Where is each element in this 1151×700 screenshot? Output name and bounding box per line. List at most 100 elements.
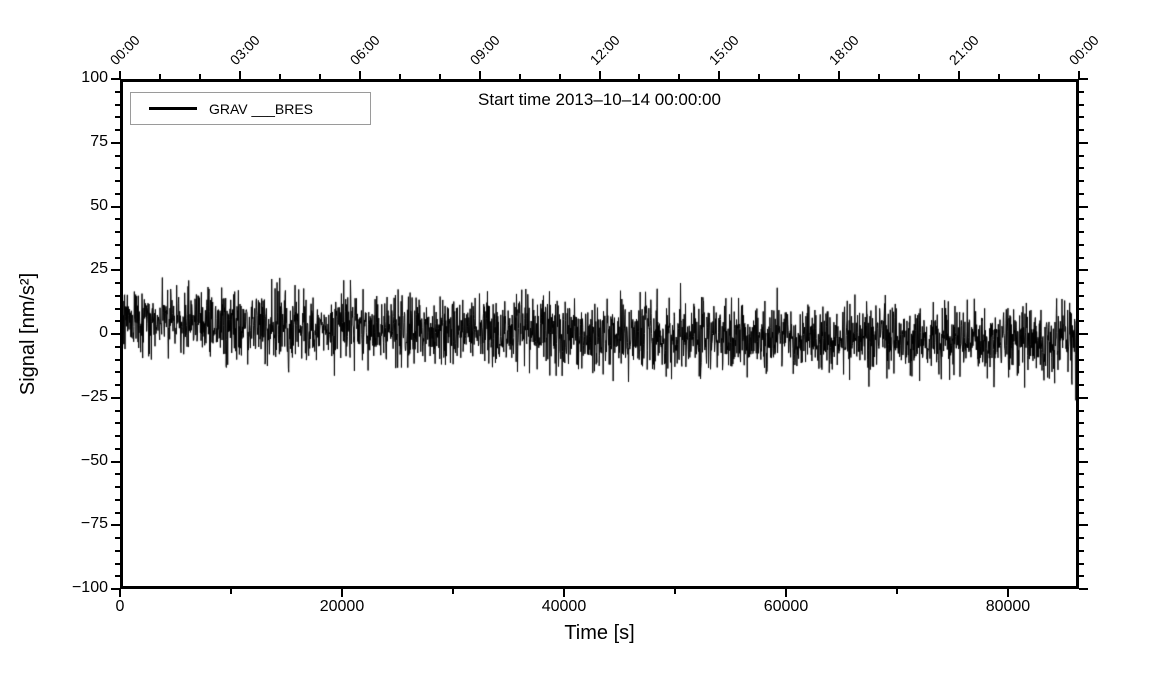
axis-tick (115, 307, 120, 310)
axis-tick (1079, 167, 1084, 170)
axis-tick (358, 71, 361, 79)
axis-tick (111, 588, 120, 590)
axis-tick (1079, 205, 1088, 208)
axis-tick (111, 269, 120, 272)
axis-tick (111, 141, 120, 144)
axis-tick (115, 218, 120, 221)
axis-tick (718, 71, 721, 79)
axis-tick (115, 422, 120, 425)
axis-tick (115, 371, 120, 374)
axis-tick (1079, 282, 1084, 284)
axis-tick (1079, 511, 1084, 514)
axis-tick (115, 320, 120, 323)
axis-tick (111, 524, 120, 527)
axis-tick (115, 282, 120, 284)
axis-tick (1079, 231, 1084, 233)
x-axis-top-tick-label: 18:00 (825, 31, 863, 68)
x-axis-bottom-tick-label: 60000 (763, 598, 809, 615)
axis-tick (1079, 307, 1084, 310)
legend-series-label: GRAV ___BRES (209, 100, 314, 117)
axis-tick (678, 74, 681, 79)
axis-tick (1079, 549, 1084, 552)
axis-tick (1079, 473, 1084, 476)
axis-tick (115, 435, 120, 437)
axis-tick (558, 74, 561, 79)
axis-tick (115, 537, 120, 539)
x-axis-bottom-tick-label: 20000 (319, 598, 365, 615)
axis-tick (111, 396, 120, 399)
y-axis-tick-label: 75 (90, 132, 108, 150)
axis-tick (115, 180, 120, 182)
axis-tick (1079, 116, 1084, 119)
axis-tick (1079, 358, 1084, 361)
axis-tick (1079, 192, 1084, 195)
axis-tick (1079, 435, 1084, 437)
axis-tick (115, 192, 120, 195)
axis-tick (1038, 74, 1041, 79)
axis-tick (918, 74, 921, 79)
x-axis-top-tick-label: 06:00 (346, 31, 383, 68)
axis-tick (562, 589, 565, 597)
axis-tick (115, 511, 120, 514)
x-axis-top-tick-label: 00:00 (1065, 31, 1102, 68)
axis-tick (1079, 409, 1084, 412)
axis-tick (111, 205, 120, 208)
axis-tick (115, 562, 120, 565)
axis-tick (1006, 589, 1009, 597)
axis-tick (598, 71, 601, 79)
axis-tick (398, 74, 401, 79)
axis-tick (115, 549, 120, 552)
x-axis-top-tick-label: 03:00 (226, 31, 263, 68)
axis-tick (115, 358, 120, 361)
y-axis-tick-label: −75 (80, 515, 108, 533)
axis-tick (1079, 269, 1088, 272)
x-axis-top-tick-label: 09:00 (466, 31, 503, 68)
axis-tick (115, 129, 120, 131)
axis-tick (115, 256, 120, 259)
axis-tick (115, 243, 120, 246)
axis-tick (1079, 371, 1084, 374)
axis-tick (115, 116, 120, 119)
axis-tick (119, 71, 121, 79)
x-axis-top-tick-label: 21:00 (945, 31, 982, 68)
legend-line-sample (149, 107, 197, 110)
axis-tick (229, 589, 232, 594)
axis-tick (1079, 447, 1084, 450)
x-axis-top-tick-label: 15:00 (706, 31, 743, 68)
axis-tick (158, 74, 161, 79)
axis-tick (1079, 129, 1084, 131)
axis-tick (1079, 588, 1088, 590)
axis-tick (278, 74, 281, 79)
axis-tick (1079, 537, 1084, 539)
x-axis-top-tick-label: 00:00 (106, 31, 143, 68)
axis-tick (1079, 498, 1084, 501)
axis-tick (1079, 460, 1088, 463)
axis-tick (198, 74, 201, 79)
axis-tick (115, 90, 120, 93)
axis-tick (1079, 422, 1084, 425)
axis-tick (115, 575, 120, 578)
axis-tick (1078, 71, 1080, 79)
axis-tick (998, 74, 1001, 79)
y-axis-label: Signal [nm/s²] (17, 272, 39, 396)
axis-tick (115, 447, 120, 450)
axis-tick (438, 74, 441, 79)
y-axis-tick-label: −100 (71, 579, 108, 596)
axis-tick (451, 589, 454, 594)
axis-tick (1079, 524, 1088, 527)
axis-tick (1079, 320, 1084, 323)
axis-tick (1079, 294, 1084, 297)
axis-tick (878, 74, 881, 79)
y-axis-tick-label: 50 (90, 196, 108, 214)
axis-tick (111, 78, 120, 80)
axis-tick (958, 71, 961, 79)
y-axis-tick-label: 25 (90, 260, 108, 278)
legend: GRAV ___BRES (130, 92, 371, 125)
y-axis-tick-label: −25 (80, 387, 108, 405)
y-axis-tick-label: 0 (99, 324, 108, 341)
axis-tick (1079, 90, 1084, 93)
axis-tick (1079, 243, 1084, 246)
x-axis-bottom-tick-label: 0 (115, 598, 125, 615)
axis-tick (115, 486, 120, 488)
